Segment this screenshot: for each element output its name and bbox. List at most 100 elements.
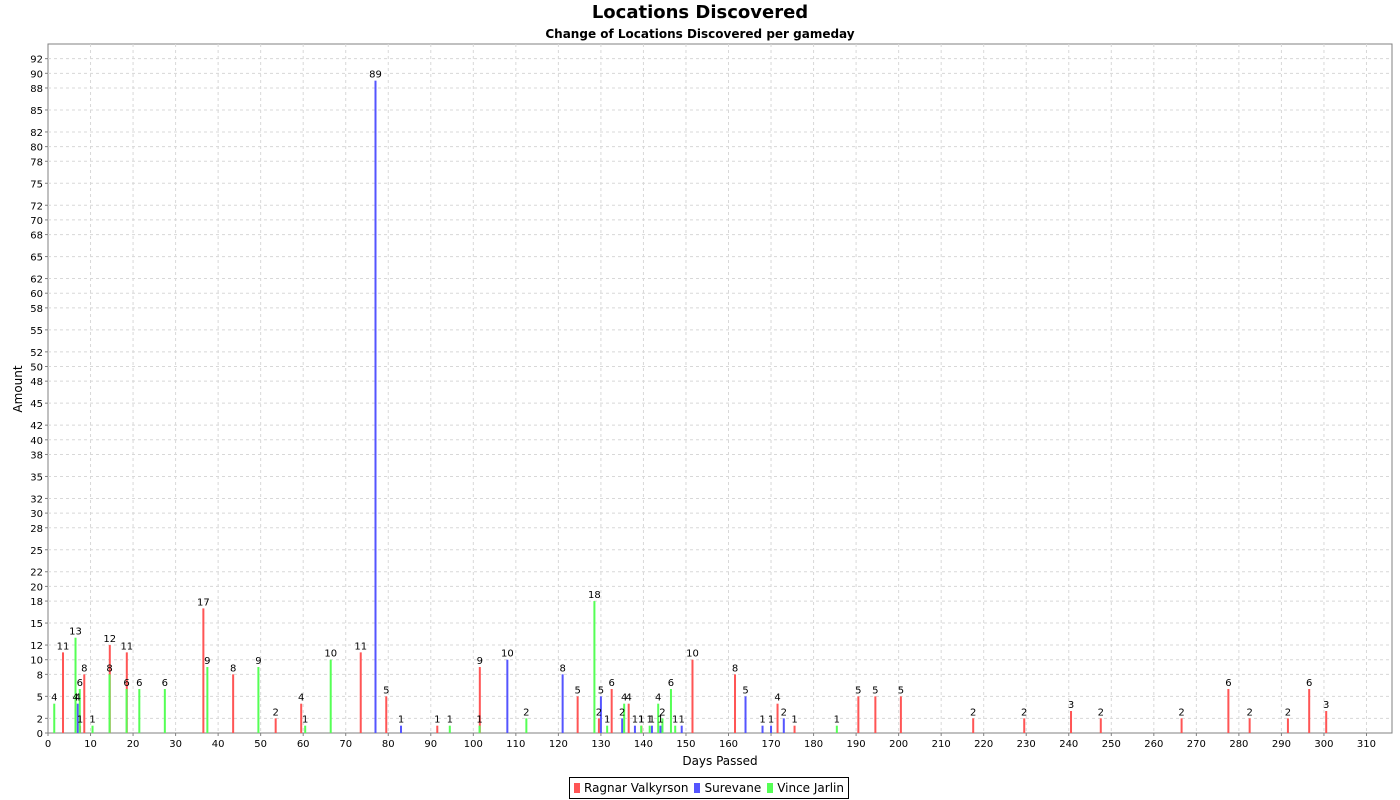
bar bbox=[76, 703, 79, 733]
bar-value-label: 10 bbox=[501, 649, 514, 660]
x-tick-label: 30 bbox=[169, 739, 182, 750]
bar-value-label: 5 bbox=[872, 685, 878, 696]
bar-value-label: 4 bbox=[655, 693, 661, 704]
x-tick-label: 120 bbox=[549, 739, 568, 750]
x-tick-label: 150 bbox=[676, 739, 695, 750]
bar bbox=[972, 718, 975, 733]
bar bbox=[1227, 689, 1230, 733]
bar-value-label: 2 bbox=[1246, 707, 1252, 718]
bar bbox=[857, 696, 860, 733]
bar bbox=[650, 725, 653, 733]
x-tick-label: 310 bbox=[1357, 739, 1376, 750]
y-tick-label: 90 bbox=[30, 69, 43, 80]
x-tick-label: 60 bbox=[297, 739, 310, 750]
x-tick-label: 180 bbox=[804, 739, 823, 750]
bar bbox=[610, 689, 613, 733]
x-tick-label: 70 bbox=[339, 739, 352, 750]
y-tick-label: 28 bbox=[30, 524, 43, 535]
legend-swatch bbox=[574, 783, 580, 793]
bar bbox=[300, 703, 303, 733]
y-tick-label: 5 bbox=[37, 692, 43, 703]
bar bbox=[761, 725, 764, 733]
bar-value-label: 6 bbox=[668, 678, 674, 689]
bar bbox=[576, 696, 579, 733]
bar-value-label: 1 bbox=[447, 715, 453, 726]
bar bbox=[62, 652, 65, 733]
bar-value-label: 89 bbox=[369, 70, 382, 81]
bar-value-label: 2 bbox=[1285, 707, 1291, 718]
y-axis-label: Amount bbox=[11, 365, 25, 412]
y-tick-label: 8 bbox=[37, 670, 43, 681]
y-tick-label: 42 bbox=[30, 421, 43, 432]
bar bbox=[621, 718, 624, 733]
bar bbox=[606, 725, 609, 733]
bar bbox=[400, 725, 403, 733]
bar bbox=[329, 659, 332, 733]
y-tick-label: 92 bbox=[30, 55, 43, 66]
legend-item: Ragnar Valkyrson bbox=[574, 781, 688, 795]
bar bbox=[1286, 718, 1289, 733]
bar bbox=[648, 725, 651, 733]
bar-value-label: 13 bbox=[69, 627, 82, 638]
bar-value-label: 1 bbox=[638, 715, 644, 726]
bar-value-label: 4 bbox=[625, 693, 631, 704]
bar-value-label: 4 bbox=[774, 693, 780, 704]
y-tick-label: 60 bbox=[30, 289, 43, 300]
bar bbox=[597, 718, 600, 733]
legend-swatch bbox=[767, 783, 774, 793]
bar-value-label: 2 bbox=[970, 707, 976, 718]
bar-value-label: 6 bbox=[1225, 678, 1231, 689]
bar bbox=[1023, 718, 1026, 733]
bar bbox=[640, 725, 643, 733]
y-tick-label: 12 bbox=[30, 641, 43, 652]
bar bbox=[125, 689, 128, 733]
bar-value-label: 1 bbox=[759, 715, 765, 726]
bar-value-label: 3 bbox=[1323, 700, 1329, 711]
y-tick-label: 80 bbox=[30, 143, 43, 154]
bar bbox=[1325, 711, 1328, 733]
axes: 0258101215182022252830323538404245485052… bbox=[30, 55, 1376, 750]
y-tick-label: 58 bbox=[30, 304, 43, 315]
x-tick-label: 190 bbox=[847, 739, 866, 750]
bar bbox=[659, 725, 662, 733]
bar-value-label: 1 bbox=[398, 715, 404, 726]
y-tick-label: 45 bbox=[30, 399, 43, 410]
bar bbox=[1180, 718, 1183, 733]
x-tick-label: 170 bbox=[761, 739, 780, 750]
bar bbox=[793, 725, 796, 733]
bar bbox=[257, 667, 260, 733]
bar-value-label: 4 bbox=[51, 693, 57, 704]
bar bbox=[448, 725, 451, 733]
bar bbox=[599, 696, 602, 733]
bar-value-label: 1 bbox=[89, 715, 95, 726]
bar-value-label: 8 bbox=[559, 663, 565, 674]
chart-title: Locations Discovered bbox=[591, 2, 809, 23]
bar bbox=[680, 725, 683, 733]
x-tick-label: 40 bbox=[212, 739, 225, 750]
bar bbox=[304, 725, 307, 733]
x-tick-label: 110 bbox=[506, 739, 525, 750]
bar bbox=[674, 725, 677, 733]
bar-value-label: 1 bbox=[77, 715, 83, 726]
y-tick-label: 48 bbox=[30, 377, 43, 388]
y-tick-label: 62 bbox=[30, 275, 43, 286]
bar bbox=[661, 718, 664, 733]
bar-value-label: 1 bbox=[632, 715, 638, 726]
bar bbox=[359, 652, 362, 733]
bar bbox=[1099, 718, 1102, 733]
y-tick-label: 2 bbox=[37, 714, 43, 725]
x-tick-label: 300 bbox=[1314, 739, 1333, 750]
x-tick-label: 230 bbox=[1017, 739, 1036, 750]
bar bbox=[776, 703, 779, 733]
bar-value-label: 1 bbox=[672, 715, 678, 726]
bar bbox=[436, 725, 439, 733]
bar-value-label: 8 bbox=[106, 663, 112, 674]
y-tick-label: 82 bbox=[30, 128, 43, 139]
legend-label: Ragnar Valkyrson bbox=[584, 781, 689, 795]
bar-value-label: 4 bbox=[621, 693, 627, 704]
y-tick-label: 50 bbox=[30, 363, 43, 374]
chart-subtitle: Change of Locations Discovered per gamed… bbox=[545, 27, 855, 41]
bar bbox=[108, 674, 111, 733]
